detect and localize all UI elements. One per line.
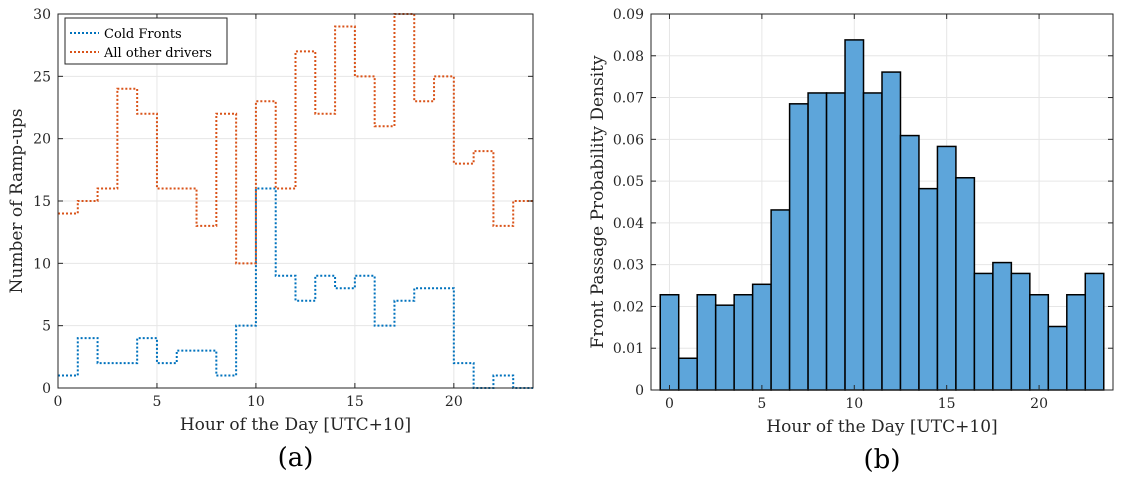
y-tick-label: 0.08: [613, 49, 644, 65]
y-tick-label: 0: [635, 383, 644, 399]
x-axis-label: Hour of the Day [UTC+10]: [766, 417, 997, 437]
y-tick-label: 0.09: [613, 7, 644, 23]
x-axis-label: Hour of the Day [UTC+10]: [180, 415, 411, 435]
y-tick-label: 0.03: [613, 258, 644, 274]
bar: [696, 293, 717, 391]
x-tick-label: 10: [845, 396, 863, 412]
axes-box: [650, 13, 1114, 391]
bar: [973, 272, 994, 391]
legend-box: [64, 17, 228, 65]
x-tick-label: 20: [1030, 396, 1048, 412]
ticks: 0 5 10 15 20 0 5 10 15 20 25 30: [33, 7, 533, 410]
bar: [788, 103, 809, 391]
bar: [1066, 293, 1087, 391]
chart-panel-b: 0 5 10 15 20 0 0.01 0.02 0.03 0.04 0.05 0.06 0.07 0.0…: [588, 7, 1114, 475]
y-tick-label: 20: [33, 132, 51, 148]
bar: [677, 357, 698, 391]
x-tick-label: 10: [247, 394, 265, 410]
chart-panel-a: 0 5 10 15 20 0 5 10 15 20 25 30 Hour of the Day [UTC…: [7, 7, 534, 473]
bar: [1047, 325, 1068, 391]
y-tick-label: 30: [33, 7, 51, 23]
x-tick-label: 20: [445, 394, 463, 410]
x-tick-label: 5: [152, 394, 161, 410]
y-axis-label: Front Passage Probability Density: [588, 55, 608, 349]
ticks: 0 5 10 15 20 0 0.01 0.02 0.03 0.04 0.05 0.06 0.07 0.0…: [613, 7, 1113, 412]
x-tick-label: 0: [665, 396, 674, 412]
bar: [899, 134, 920, 391]
y-tick-label: 0: [42, 381, 51, 397]
x-tick-label: 0: [54, 394, 63, 410]
bar: [992, 261, 1013, 391]
series-line-1: [58, 13, 533, 265]
bar: [825, 92, 846, 391]
y-tick-label: 0.02: [613, 299, 644, 315]
bar: [770, 209, 791, 391]
y-tick-label: 0.05: [613, 174, 644, 190]
x-tick-label: 15: [346, 394, 364, 410]
y-tick-label: 25: [33, 69, 51, 85]
y-tick-label: 0.04: [613, 216, 644, 232]
legend: Cold Fronts All other drivers: [64, 17, 228, 65]
y-tick-label: 15: [33, 194, 51, 210]
bar: [955, 177, 976, 391]
y-axis-label: Number of Ramp-ups: [7, 109, 27, 294]
bar: [1029, 293, 1050, 391]
y-tick-label: 0.07: [613, 91, 644, 107]
panel-label: (a): [278, 443, 314, 473]
y-tick-label: 10: [33, 256, 51, 272]
panel-label: (b): [864, 445, 901, 475]
x-tick-label: 5: [757, 396, 766, 412]
bar: [1084, 272, 1105, 391]
bar: [807, 92, 828, 391]
y-tick-label: 0.06: [613, 132, 644, 148]
legend-label-0: Cold Fronts: [104, 27, 182, 42]
bar: [659, 293, 680, 391]
bar: [733, 293, 754, 391]
bar: [1010, 272, 1031, 391]
bar: [936, 145, 957, 391]
x-tick-label: 15: [938, 396, 956, 412]
bar: [918, 187, 939, 391]
series-line-0: [58, 187, 533, 389]
bar: [714, 304, 735, 391]
bar: [844, 39, 865, 391]
y-tick-label: 5: [42, 319, 51, 335]
bar: [881, 71, 902, 391]
y-tick-label: 0.01: [613, 341, 644, 357]
bar: [751, 283, 772, 391]
bar: [862, 92, 883, 391]
legend-label-1: All other drivers: [103, 46, 212, 61]
